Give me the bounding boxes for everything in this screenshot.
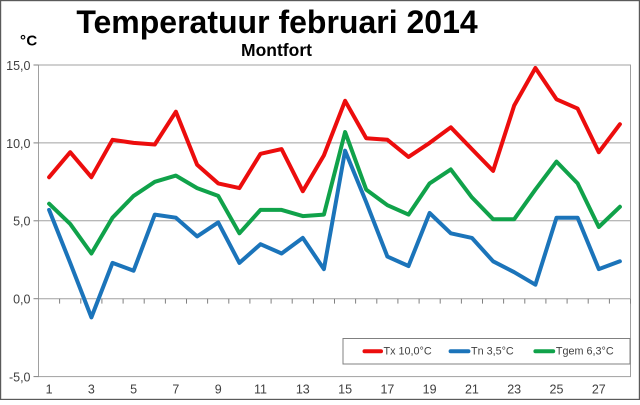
svg-text:15,0: 15,0: [6, 59, 30, 73]
svg-text:10,0: 10,0: [6, 137, 30, 151]
svg-text:-5,0: -5,0: [9, 371, 31, 385]
svg-text:Montfort: Montfort: [241, 40, 312, 60]
svg-text:13: 13: [296, 383, 310, 397]
svg-text:Tn 3,5°C: Tn 3,5°C: [471, 346, 514, 358]
svg-text:25: 25: [550, 383, 564, 397]
svg-text:1: 1: [46, 383, 53, 397]
svg-text:Temperatuur februari 2014: Temperatuur februari 2014: [76, 4, 478, 40]
svg-text:9: 9: [215, 383, 222, 397]
svg-text:15: 15: [338, 383, 352, 397]
svg-text:21: 21: [465, 383, 479, 397]
svg-text:Tx 10,0°C: Tx 10,0°C: [384, 346, 432, 358]
svg-text:11: 11: [254, 383, 267, 397]
svg-text:17: 17: [380, 383, 394, 397]
svg-text:7: 7: [172, 383, 179, 397]
svg-text:27: 27: [592, 383, 606, 397]
svg-text:5: 5: [130, 383, 137, 397]
svg-text:0,0: 0,0: [13, 293, 30, 307]
svg-text:23: 23: [507, 383, 521, 397]
svg-text:19: 19: [423, 383, 437, 397]
svg-text:3: 3: [88, 383, 95, 397]
svg-text:°C: °C: [20, 33, 38, 50]
svg-text:Tgem 6,3°C: Tgem 6,3°C: [556, 346, 614, 358]
svg-text:5,0: 5,0: [13, 215, 30, 229]
